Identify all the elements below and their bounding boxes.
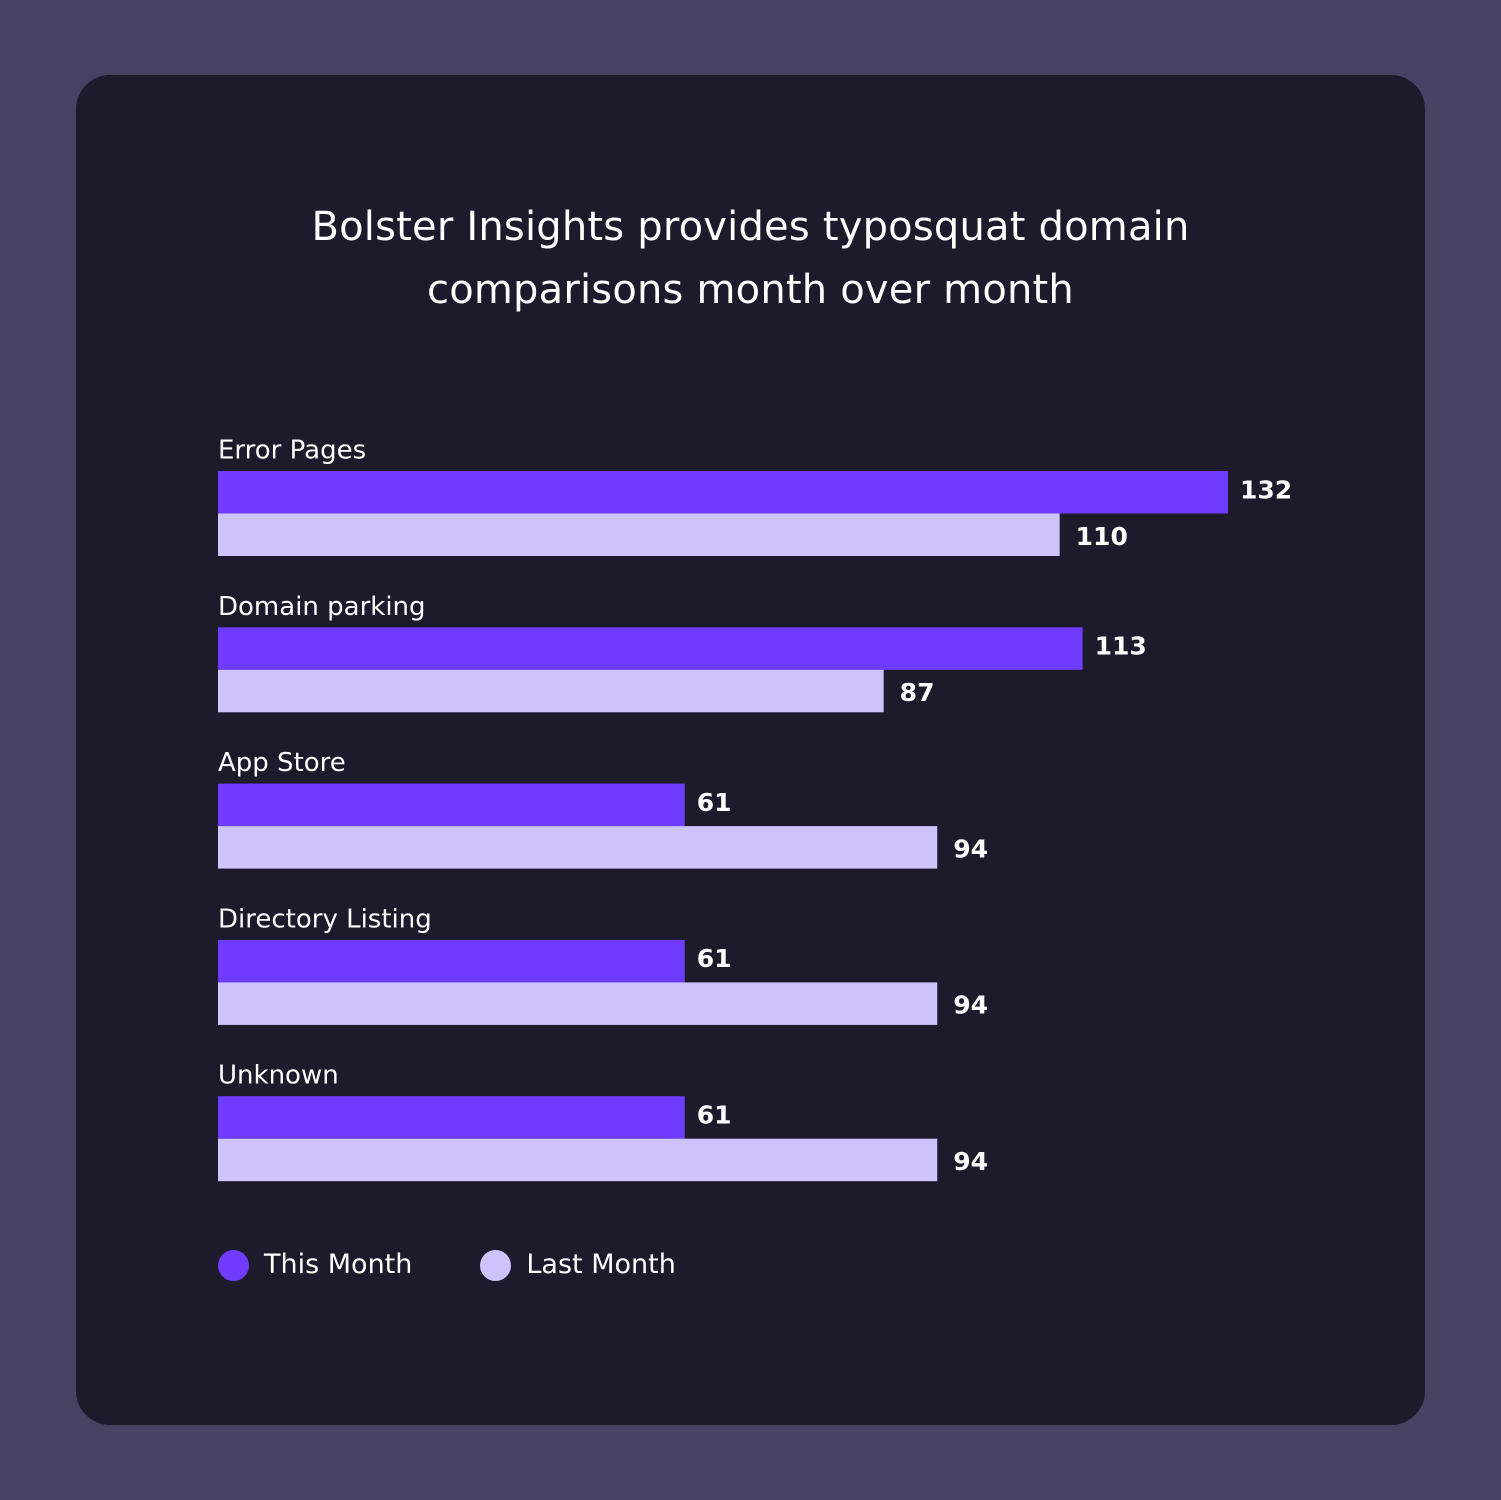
value-label-directory-listing-this-month: 61 xyxy=(697,944,732,973)
value-label-error-pages-last-month: 110 xyxy=(1076,522,1128,551)
chart-title-line-1: Bolster Insights provides typosquat doma… xyxy=(311,204,1190,250)
bar-directory-listing-last-month xyxy=(218,982,938,1025)
legend: This Month Last Month xyxy=(218,1247,744,1283)
bar-domain-parking-last-month xyxy=(218,669,884,713)
bar-domain-parking-this-month xyxy=(218,627,1083,670)
chart-card xyxy=(76,75,1425,1425)
value-label-unknown-last-month: 94 xyxy=(953,1147,988,1176)
category-label-domain-parking: Domain parking xyxy=(218,592,426,622)
bar-unknown-last-month xyxy=(218,1138,938,1182)
value-label-domain-parking-this-month: 113 xyxy=(1095,632,1147,661)
bar-error-pages-this-month xyxy=(218,471,1228,514)
value-label-app-store-last-month: 94 xyxy=(953,834,988,863)
legend-label-last-month: Last Month xyxy=(526,1249,676,1280)
legend-label-this-month: This Month xyxy=(264,1249,413,1280)
bar-app-store-this-month xyxy=(218,783,685,827)
value-label-directory-listing-last-month: 94 xyxy=(953,991,988,1020)
chart-title: Bolster Insights provides typosquat doma… xyxy=(0,196,1501,322)
bar-unknown-this-month xyxy=(218,1096,685,1139)
category-label-app-store: App Store xyxy=(218,748,346,778)
value-label-domain-parking-last-month: 87 xyxy=(900,678,935,707)
chart-title-line-2: comparisons month over month xyxy=(427,267,1074,313)
legend-dot-this-month xyxy=(218,1249,249,1281)
legend-item-last-month: Last Month xyxy=(480,1247,676,1283)
value-label-app-store-this-month: 61 xyxy=(697,788,732,817)
category-label-directory-listing: Directory Listing xyxy=(218,904,432,934)
category-label-unknown: Unknown xyxy=(218,1061,339,1091)
bar-app-store-last-month xyxy=(218,826,938,869)
category-label-error-pages: Error Pages xyxy=(218,436,366,466)
bar-directory-listing-this-month xyxy=(218,939,685,983)
bar-error-pages-last-month xyxy=(218,513,1060,556)
legend-item-this-month: This Month xyxy=(218,1247,412,1283)
legend-dot-last-month xyxy=(480,1249,512,1281)
value-label-error-pages-this-month: 132 xyxy=(1240,475,1292,504)
value-label-unknown-this-month: 61 xyxy=(697,1100,732,1129)
